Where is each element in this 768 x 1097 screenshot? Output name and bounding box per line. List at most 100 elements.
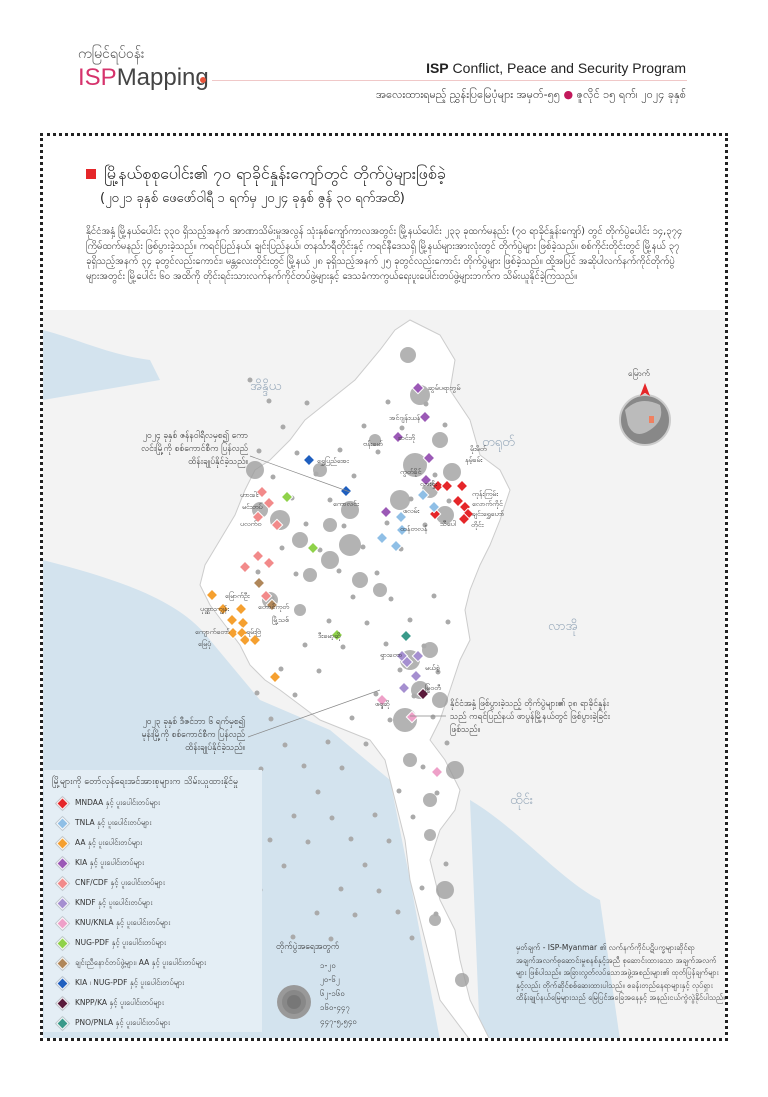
captured-town-marker[interactable]: [418, 410, 432, 424]
battle-circle: [302, 642, 308, 648]
town-label: လောက်ကိုင်: [472, 500, 503, 508]
battle-circle: [255, 569, 261, 575]
legend-label: ချင်းညီနောင်တပ်ဖွဲ့များ၊ AA နှင့် ပူးပေါ…: [75, 957, 207, 967]
captured-town-marker[interactable]: [216, 602, 230, 616]
captured-town-marker[interactable]: [251, 549, 265, 563]
captured-town-marker[interactable]: [252, 576, 266, 590]
map-frame: [40, 133, 728, 1041]
captured-town-marker[interactable]: [265, 598, 279, 612]
battle-circle: [388, 596, 394, 602]
captured-town-marker[interactable]: [394, 510, 408, 524]
captured-town-marker[interactable]: [397, 681, 411, 695]
battle-circle: [326, 618, 332, 624]
battle-circle: [361, 423, 367, 429]
captured-town-marker[interactable]: [251, 510, 265, 524]
battle-circle: [315, 789, 321, 795]
captured-town-marker[interactable]: [259, 589, 273, 603]
callout-kawlin: ၂၀၂၄ ခုနှစ် ဇန်နဝါရီလမှစ၍ ကောလင်းမြို့ကိ…: [141, 431, 248, 467]
battle-circle: [443, 861, 449, 867]
captured-town-marker[interactable]: [268, 670, 282, 684]
captured-town-marker[interactable]: [430, 765, 444, 779]
town-label: ဟားခါး: [240, 491, 259, 499]
captured-town-marker[interactable]: [400, 655, 414, 669]
captured-town-marker[interactable]: [379, 505, 393, 519]
town-label: ရမ်းဗြဲ: [246, 628, 261, 636]
captured-town-marker[interactable]: [248, 633, 262, 647]
captured-town-marker[interactable]: [226, 626, 240, 640]
legend-title: မြို့များကို တော်လှန်ရေးအင်အားစုများက သိ…: [52, 777, 239, 787]
battle-circle: [395, 909, 401, 915]
captured-town-marker[interactable]: [419, 473, 433, 487]
logo-burmese: ကမြင်ရပ်ဝန်း: [78, 46, 145, 62]
captured-town-marker[interactable]: [262, 496, 276, 510]
logo-dot: [200, 77, 206, 83]
battle-circle: [316, 668, 322, 674]
battle-circle: [384, 520, 390, 526]
battle-circle: [329, 815, 335, 821]
captured-town-marker[interactable]: [375, 531, 389, 545]
captured-town-marker[interactable]: [411, 649, 425, 663]
captured-town-marker[interactable]: [238, 633, 252, 647]
captured-town-marker[interactable]: [234, 602, 248, 616]
battle-circle: [443, 463, 461, 481]
captured-town-marker[interactable]: [302, 453, 316, 467]
legend-label: NUG-PDF နှင့် ပူးပေါင်းတပ်များ: [75, 937, 166, 947]
captured-town-marker[interactable]: [391, 430, 405, 444]
captured-town-marker[interactable]: [427, 500, 441, 514]
header-divider: [212, 80, 687, 81]
town-label: ကျောက်တော်: [195, 628, 230, 636]
captured-town-marker[interactable]: [225, 613, 239, 627]
battle-circle: [341, 523, 347, 529]
captured-town-marker[interactable]: [411, 381, 425, 395]
battle-circle: [411, 693, 417, 699]
size-legend-circles: [277, 985, 311, 1019]
callout-karen: နိုင်ငံအနှံ့ ဖြစ်ပွားခဲ့သည့် တိုက်ပွဲမျာ…: [450, 699, 610, 735]
captured-town-marker[interactable]: [455, 479, 469, 493]
map-title: မြို့နယ်စုစုပေါင်း၏ ၇၀ ရာခိုင်နှုန်းကျော…: [86, 163, 446, 187]
note: မှတ်ချက် - ISP-Myanmar ၏ လက်နက်ကိုင်ပဋိပ…: [516, 943, 726, 1002]
captured-town-marker[interactable]: [375, 693, 389, 707]
battle-circle: [432, 472, 438, 478]
battle-circle: [436, 881, 454, 899]
captured-town-marker[interactable]: [236, 616, 250, 630]
battle-circle: [373, 691, 379, 697]
battle-circle: [340, 644, 346, 650]
captured-town-marker[interactable]: [399, 629, 413, 643]
captured-town-marker[interactable]: [395, 523, 409, 537]
town-label: ပုဏ္ဏားကျွန်း: [200, 605, 230, 613]
captured-town-marker[interactable]: [389, 539, 403, 553]
captured-town-marker[interactable]: [306, 541, 320, 555]
captured-town-marker[interactable]: [416, 488, 430, 502]
captured-town-marker[interactable]: [451, 494, 465, 508]
battle-circle: [270, 474, 276, 480]
battle-circle: [455, 973, 469, 987]
battle-circle: [423, 793, 437, 807]
captured-town-marker[interactable]: [238, 560, 252, 574]
captured-town-marker[interactable]: [405, 710, 419, 724]
captured-town-marker[interactable]: [431, 479, 445, 493]
captured-town-marker[interactable]: [409, 669, 423, 683]
battle-circle: [339, 534, 361, 556]
captured-town-marker[interactable]: [280, 490, 294, 504]
legend-item: AA နှင့် ပူးပေါင်းတပ်များ: [52, 833, 254, 853]
legend-item: KNU/KNLA နှင့် ပူးပေါင်းတပ်များ: [52, 913, 254, 933]
battle-circle: [390, 490, 410, 510]
captured-town-marker[interactable]: [255, 485, 269, 499]
captured-town-marker[interactable]: [262, 556, 276, 570]
captured-town-marker[interactable]: [416, 687, 430, 701]
captured-town-marker[interactable]: [457, 512, 471, 526]
size-bin: ၂၀-၆၂: [320, 975, 340, 984]
captured-town-marker[interactable]: [339, 484, 353, 498]
captured-town-marker[interactable]: [205, 588, 219, 602]
legend-label: PNO/PNLA နှင့် ပူးပေါင်းတပ်များ: [75, 1017, 170, 1027]
battle-circle: [433, 911, 439, 917]
legend-label: CNF/CDF နှင့် ပူးပေါင်းတပ်များ: [75, 877, 165, 887]
captured-town-marker[interactable]: [440, 479, 454, 493]
captured-town-marker[interactable]: [330, 628, 344, 642]
battle-circle: [431, 593, 437, 599]
town-label: မိုးမိတ်: [470, 445, 487, 453]
battle-circle: [280, 424, 286, 430]
captured-town-marker[interactable]: [422, 451, 436, 465]
battle-circle: [432, 432, 448, 448]
captured-town-marker[interactable]: [270, 518, 284, 532]
